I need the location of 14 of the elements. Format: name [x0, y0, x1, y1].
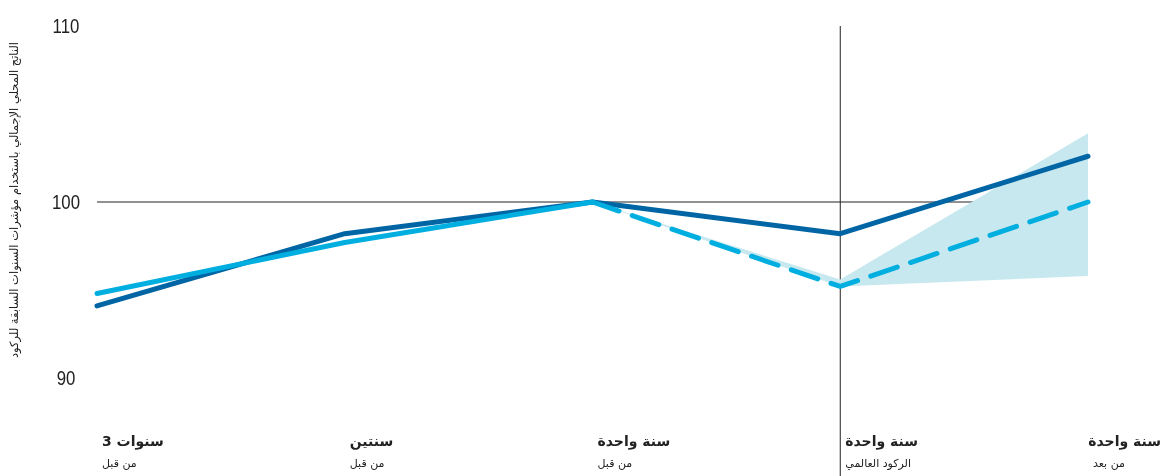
xtick: سنة واحدة: [597, 433, 671, 449]
ytick: 110: [52, 14, 80, 38]
xtick: سنة واحدة: [1088, 433, 1161, 449]
ytick: 100: [52, 190, 80, 214]
xtick: الركود العالمي: [845, 457, 911, 470]
xtick: سنة واحدة: [845, 433, 919, 449]
xtick: من قبل: [597, 457, 633, 470]
xtick: سنتين: [349, 433, 394, 449]
xtick: من قبل: [349, 457, 385, 470]
xtick: سنوات 3: [102, 433, 164, 449]
xtick: من بعد: [1093, 457, 1125, 470]
ytick: 90: [56, 366, 76, 390]
xtick: من قبل: [102, 457, 137, 470]
ylabel: الناتج المحلي الإجمالي باستخدام مؤشرات السنوات السابقة للركود: [7, 41, 21, 359]
